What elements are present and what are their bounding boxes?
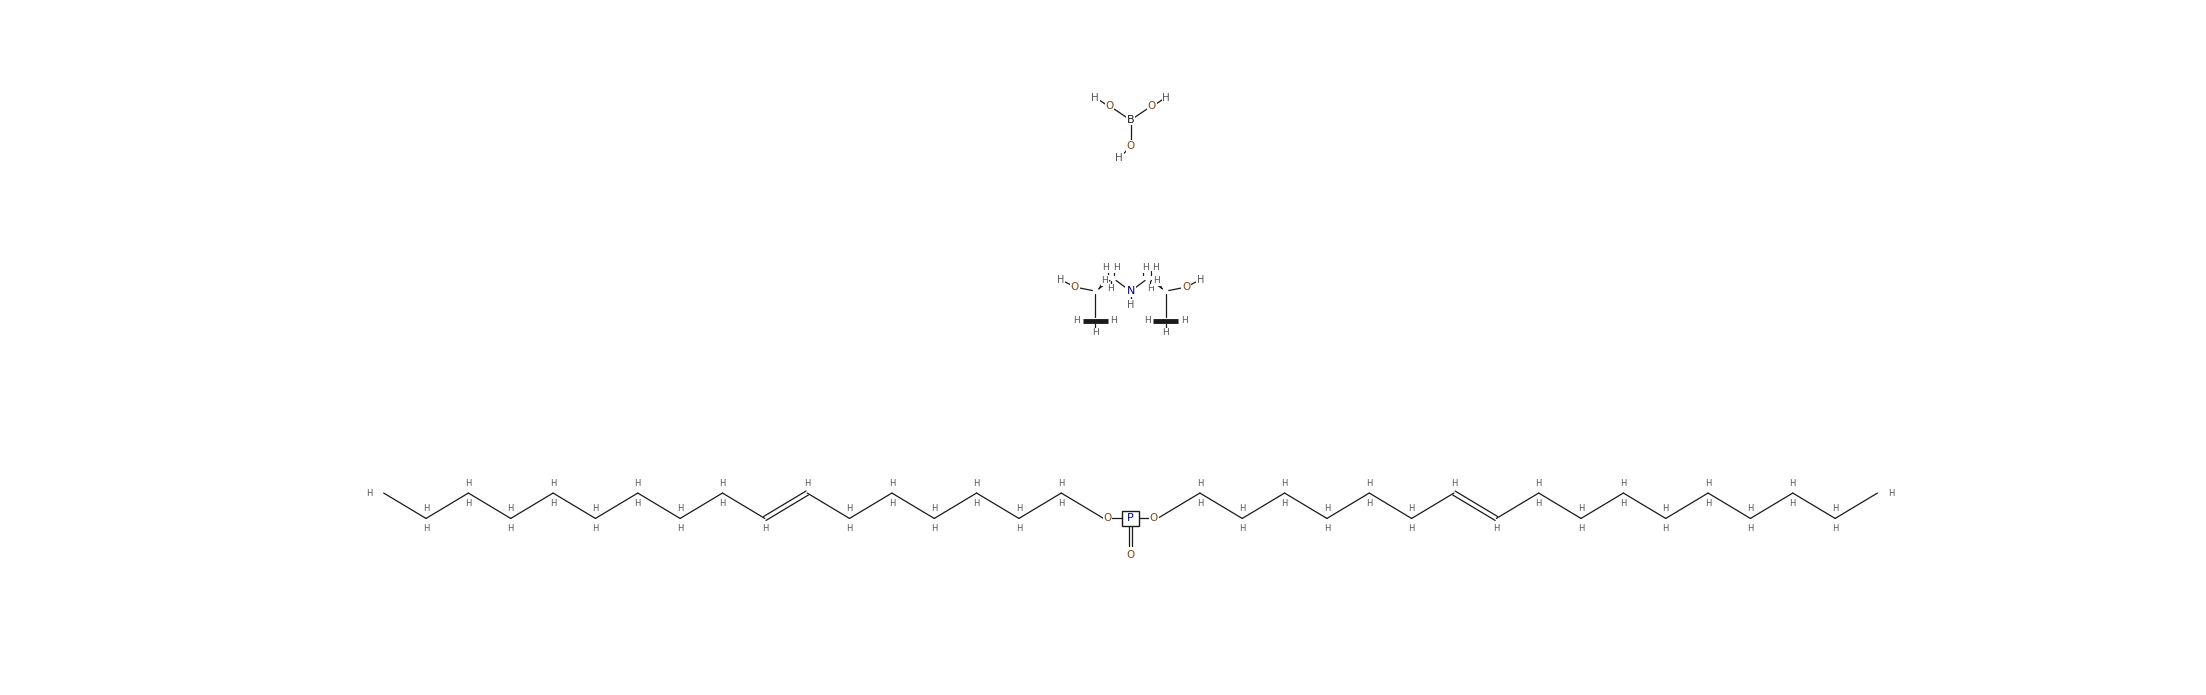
Text: H: H <box>803 479 810 487</box>
Text: H: H <box>635 479 642 487</box>
FancyBboxPatch shape <box>1123 511 1138 525</box>
Text: H: H <box>1282 498 1288 507</box>
Text: B: B <box>1127 115 1134 124</box>
Text: H: H <box>1198 275 1204 284</box>
Text: H: H <box>1154 276 1160 285</box>
Text: H: H <box>1163 328 1169 337</box>
Text: N: N <box>1127 286 1134 296</box>
Text: H: H <box>719 479 726 487</box>
Text: H: H <box>635 498 642 507</box>
Text: H: H <box>1705 498 1712 507</box>
Text: H: H <box>1831 524 1838 533</box>
Text: O: O <box>1103 514 1112 523</box>
Text: H: H <box>591 524 598 533</box>
Text: H: H <box>1101 276 1107 285</box>
Text: O: O <box>1147 101 1156 111</box>
Text: H: H <box>1831 504 1838 513</box>
Text: H: H <box>1282 479 1288 487</box>
Text: H: H <box>507 524 514 533</box>
Text: H: H <box>847 524 854 533</box>
Text: H: H <box>1324 524 1330 533</box>
Text: H: H <box>1663 504 1670 513</box>
Text: H: H <box>1493 524 1500 533</box>
Text: H: H <box>1747 524 1754 533</box>
Text: H: H <box>1452 479 1458 487</box>
Text: H: H <box>1747 504 1754 513</box>
Text: H: H <box>931 504 938 513</box>
Text: H: H <box>1535 479 1542 487</box>
Text: H: H <box>1057 275 1063 284</box>
Text: H: H <box>1107 284 1114 293</box>
Text: H: H <box>1196 479 1202 487</box>
Text: H: H <box>1407 504 1414 513</box>
Text: H: H <box>1366 479 1372 487</box>
Text: H: H <box>847 504 854 513</box>
Text: H: H <box>1789 498 1796 507</box>
Text: H: H <box>889 498 896 507</box>
Text: H: H <box>931 524 938 533</box>
Text: H: H <box>677 504 684 513</box>
Text: O: O <box>1105 101 1114 111</box>
Text: H: H <box>1619 498 1626 507</box>
Text: H: H <box>1110 316 1116 325</box>
Text: O: O <box>1127 550 1134 560</box>
Text: H: H <box>1888 489 1895 498</box>
Text: H: H <box>507 504 514 513</box>
Text: H: H <box>1015 504 1021 513</box>
Text: H: H <box>465 498 472 507</box>
Text: H: H <box>973 479 979 487</box>
Text: H: H <box>1127 300 1134 310</box>
Text: O: O <box>1127 141 1134 151</box>
Text: H: H <box>1535 498 1542 507</box>
Text: H: H <box>1092 328 1099 337</box>
Text: H: H <box>1103 263 1110 272</box>
Text: H: H <box>1407 524 1414 533</box>
Text: H: H <box>1240 524 1246 533</box>
Text: H: H <box>424 504 430 513</box>
Text: H: H <box>1577 524 1584 533</box>
Text: H: H <box>1059 479 1065 487</box>
Text: H: H <box>677 524 684 533</box>
Text: O: O <box>1182 282 1191 292</box>
Text: H: H <box>549 479 556 487</box>
Text: H: H <box>1324 504 1330 513</box>
Text: H: H <box>1092 92 1099 103</box>
Text: H: H <box>591 504 598 513</box>
Text: H: H <box>1196 498 1202 507</box>
Text: H: H <box>1015 524 1021 533</box>
Text: O: O <box>1149 514 1158 523</box>
Text: H: H <box>366 489 373 498</box>
Text: H: H <box>1145 316 1152 325</box>
Text: H: H <box>1152 263 1158 272</box>
Text: H: H <box>1143 263 1149 272</box>
Text: H: H <box>1180 316 1187 325</box>
Text: H: H <box>1663 524 1670 533</box>
Text: H: H <box>889 479 896 487</box>
Text: H: H <box>1112 263 1118 272</box>
Text: H: H <box>1789 479 1796 487</box>
Text: H: H <box>719 498 726 507</box>
Text: H: H <box>1577 504 1584 513</box>
Text: H: H <box>1240 504 1246 513</box>
Text: H: H <box>1619 479 1626 487</box>
Text: H: H <box>973 498 979 507</box>
Text: H: H <box>1074 316 1081 325</box>
Text: H: H <box>1147 284 1154 293</box>
Text: H: H <box>465 479 472 487</box>
Text: H: H <box>1114 153 1123 163</box>
Text: P: P <box>1127 514 1134 523</box>
Text: O: O <box>1070 282 1079 292</box>
Text: H: H <box>1366 498 1372 507</box>
Text: H: H <box>1059 498 1065 507</box>
Text: H: H <box>761 524 768 533</box>
Text: H: H <box>1705 479 1712 487</box>
Text: H: H <box>1163 92 1169 103</box>
Text: H: H <box>549 498 556 507</box>
Text: H: H <box>424 524 430 533</box>
